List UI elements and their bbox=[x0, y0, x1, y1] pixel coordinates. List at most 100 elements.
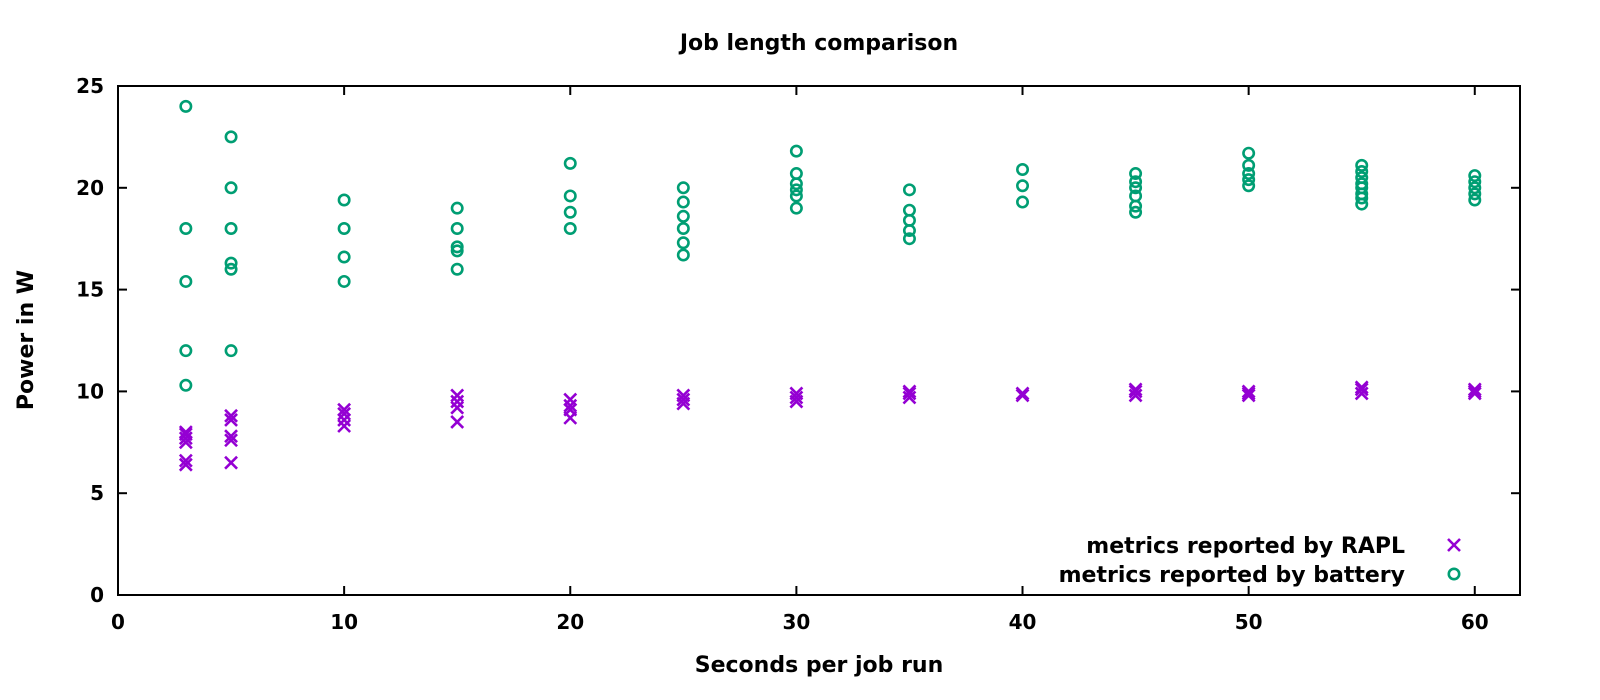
rapl-point bbox=[337, 406, 352, 421]
battery-point bbox=[789, 177, 803, 191]
rapl-point bbox=[789, 386, 804, 401]
rapl-point bbox=[676, 392, 691, 407]
rapl-point bbox=[1128, 382, 1143, 397]
battery-point bbox=[224, 222, 238, 236]
rapl-point bbox=[563, 398, 578, 413]
battery-point bbox=[224, 262, 238, 276]
rapl-point bbox=[1015, 386, 1030, 401]
rapl-point bbox=[1241, 384, 1256, 399]
legend-marker-x bbox=[1447, 538, 1461, 552]
rapl-point bbox=[1467, 382, 1482, 397]
battery-point bbox=[450, 201, 464, 215]
x-tick-label: 0 bbox=[111, 610, 125, 634]
battery-point bbox=[1016, 162, 1030, 176]
battery-point bbox=[563, 156, 577, 170]
y-tick-label: 15 bbox=[76, 278, 104, 302]
battery-point bbox=[224, 344, 238, 358]
battery-point bbox=[1242, 146, 1256, 160]
battery-point bbox=[1355, 197, 1369, 211]
rapl-point bbox=[224, 429, 238, 444]
battery-point bbox=[1016, 195, 1030, 209]
battery-point bbox=[1129, 167, 1143, 181]
battery-point bbox=[450, 262, 464, 276]
battery-point bbox=[179, 274, 193, 288]
battery-point bbox=[1468, 187, 1482, 201]
x-tick-label: 50 bbox=[1235, 610, 1263, 634]
x-tick-label: 10 bbox=[330, 610, 358, 634]
battery-point bbox=[902, 183, 916, 197]
battery-point bbox=[224, 256, 238, 270]
rapl-point bbox=[224, 455, 238, 470]
series-rapl bbox=[178, 380, 1482, 472]
battery-point bbox=[902, 213, 916, 227]
battery-point bbox=[1468, 193, 1482, 207]
battery-point bbox=[789, 144, 803, 158]
rapl-point bbox=[676, 388, 691, 403]
y-axis: 0 5 10 15 20 25 bbox=[76, 74, 1520, 607]
rapl-point bbox=[902, 386, 917, 401]
battery-point bbox=[1016, 179, 1030, 193]
battery-point bbox=[789, 189, 803, 203]
battery-point bbox=[789, 201, 803, 215]
x-axis-title: Seconds per job run bbox=[695, 653, 944, 678]
battery-point bbox=[1129, 199, 1143, 213]
battery-point bbox=[789, 183, 803, 197]
rapl-point bbox=[178, 425, 193, 440]
x-axis: 0 10 20 30 40 50 60 bbox=[111, 86, 1489, 634]
battery-point bbox=[902, 224, 916, 238]
rapl-point bbox=[789, 390, 804, 405]
x-tick-label: 20 bbox=[556, 610, 584, 634]
legend-marker-circle bbox=[1447, 567, 1461, 581]
rapl-point bbox=[1467, 384, 1482, 399]
rapl-point bbox=[1015, 388, 1030, 403]
legend-label: metrics reported by battery bbox=[1059, 563, 1405, 588]
rapl-point bbox=[224, 412, 238, 427]
y-tick-label: 0 bbox=[90, 583, 104, 607]
rapl-point bbox=[1354, 382, 1369, 397]
plot-frame bbox=[117, 85, 1521, 596]
rapl-point bbox=[178, 457, 193, 472]
rapl-point bbox=[1128, 388, 1143, 403]
rapl-point bbox=[224, 433, 238, 448]
battery-point bbox=[450, 240, 464, 254]
battery-point bbox=[1242, 173, 1256, 187]
battery-point bbox=[1242, 167, 1256, 181]
battery-point bbox=[1355, 191, 1369, 205]
battery-point bbox=[676, 209, 690, 223]
battery-point bbox=[789, 167, 803, 181]
y-tick-label: 25 bbox=[76, 74, 104, 98]
rapl-point bbox=[178, 427, 193, 442]
battery-point bbox=[179, 99, 193, 113]
battery-point bbox=[1468, 175, 1482, 189]
battery-point bbox=[1355, 158, 1369, 172]
battery-point bbox=[902, 203, 916, 217]
rapl-point bbox=[337, 412, 352, 427]
battery-point bbox=[563, 222, 577, 236]
battery-point bbox=[1468, 169, 1482, 183]
y-tick-label: 10 bbox=[76, 379, 104, 403]
battery-point bbox=[1242, 158, 1256, 172]
chart-title: Job length comparison bbox=[678, 31, 958, 56]
rapl-point bbox=[902, 390, 917, 405]
battery-point bbox=[1129, 181, 1143, 195]
rapl-point bbox=[337, 419, 352, 433]
rapl-point bbox=[1467, 386, 1482, 401]
rapl-point bbox=[563, 402, 578, 417]
rapl-point bbox=[178, 431, 193, 446]
legend-label: metrics reported by RAPL bbox=[1086, 534, 1405, 559]
battery-point bbox=[224, 181, 238, 195]
battery-point bbox=[337, 222, 351, 236]
y-tick-label: 20 bbox=[76, 176, 104, 200]
rapl-point bbox=[178, 453, 193, 468]
battery-point bbox=[224, 130, 238, 144]
y-axis-title: Power in W bbox=[14, 270, 39, 410]
battery-point bbox=[1242, 179, 1256, 193]
rapl-point bbox=[1128, 384, 1143, 399]
battery-point bbox=[676, 181, 690, 195]
rapl-point bbox=[450, 394, 465, 409]
plot-points bbox=[178, 99, 1482, 472]
battery-point bbox=[450, 244, 464, 258]
battery-point bbox=[676, 195, 690, 209]
series-battery bbox=[179, 99, 1482, 392]
